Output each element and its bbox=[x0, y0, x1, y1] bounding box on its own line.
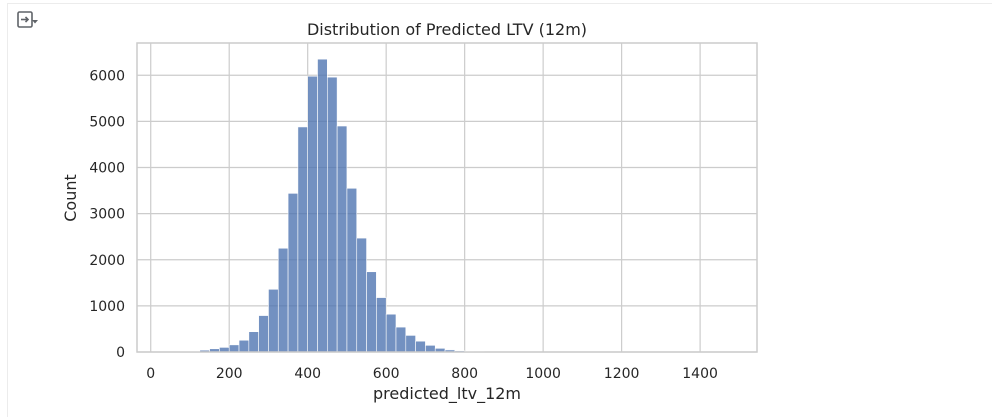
y-tick-label: 2000 bbox=[89, 253, 125, 269]
y-tick-label: 0 bbox=[116, 345, 125, 361]
x-tick-label: 600 bbox=[373, 366, 400, 382]
chart-title: Distribution of Predicted LTV (12m) bbox=[307, 20, 587, 39]
histogram-bar bbox=[376, 297, 387, 353]
histogram-bar bbox=[297, 126, 308, 353]
output-toggle-glyph bbox=[17, 11, 38, 28]
histogram-bar bbox=[287, 193, 299, 353]
histogram-bar bbox=[405, 335, 416, 353]
x-tick-label: 1000 bbox=[525, 366, 561, 382]
cell-top-divider bbox=[8, 3, 992, 4]
histogram-bar bbox=[238, 339, 250, 353]
output-toggle-icon[interactable] bbox=[15, 9, 39, 31]
x-tick-label: 0 bbox=[146, 366, 155, 382]
y-axis-label: Count bbox=[61, 174, 80, 222]
histogram-bar bbox=[307, 75, 318, 353]
histogram-bar bbox=[268, 288, 279, 353]
histogram-bar bbox=[317, 58, 328, 353]
y-tick-label: 3000 bbox=[89, 207, 125, 223]
plot-area bbox=[137, 43, 757, 352]
plot-frame bbox=[136, 42, 758, 353]
histogram-bar bbox=[277, 247, 289, 353]
histogram-bar bbox=[395, 326, 407, 353]
histogram-bar bbox=[415, 340, 426, 353]
histogram-bar bbox=[425, 345, 436, 353]
histogram-bar bbox=[248, 331, 259, 353]
histogram-bars bbox=[150, 58, 740, 353]
histogram-bar bbox=[346, 187, 358, 353]
histogram-bar bbox=[228, 344, 240, 353]
y-tick-label: 5000 bbox=[89, 114, 125, 130]
x-tick-label: 1400 bbox=[682, 366, 718, 382]
y-tick-label: 1000 bbox=[89, 299, 125, 315]
x-axis-label: predicted_ltv_12m bbox=[373, 384, 521, 404]
histogram-bar bbox=[336, 125, 348, 353]
y-tick-label: 6000 bbox=[89, 68, 125, 84]
cell-left-divider bbox=[7, 3, 8, 417]
histogram-bar bbox=[356, 237, 367, 353]
histogram-bar bbox=[366, 271, 377, 353]
histogram-bar bbox=[258, 315, 269, 353]
y-tick-label: 4000 bbox=[89, 161, 125, 177]
x-tick-labels: 0 200 400 600 800 1000 1200 1400 bbox=[146, 366, 718, 382]
y-tick-labels: 0 1000 2000 3000 4000 5000 6000 bbox=[89, 68, 125, 361]
histogram-bar bbox=[327, 76, 338, 353]
x-tick-label: 1200 bbox=[604, 366, 640, 382]
x-tick-label: 200 bbox=[216, 366, 243, 382]
x-tick-label: 800 bbox=[451, 366, 478, 382]
x-tick-label: 400 bbox=[294, 366, 321, 382]
histogram-bar bbox=[385, 313, 397, 353]
